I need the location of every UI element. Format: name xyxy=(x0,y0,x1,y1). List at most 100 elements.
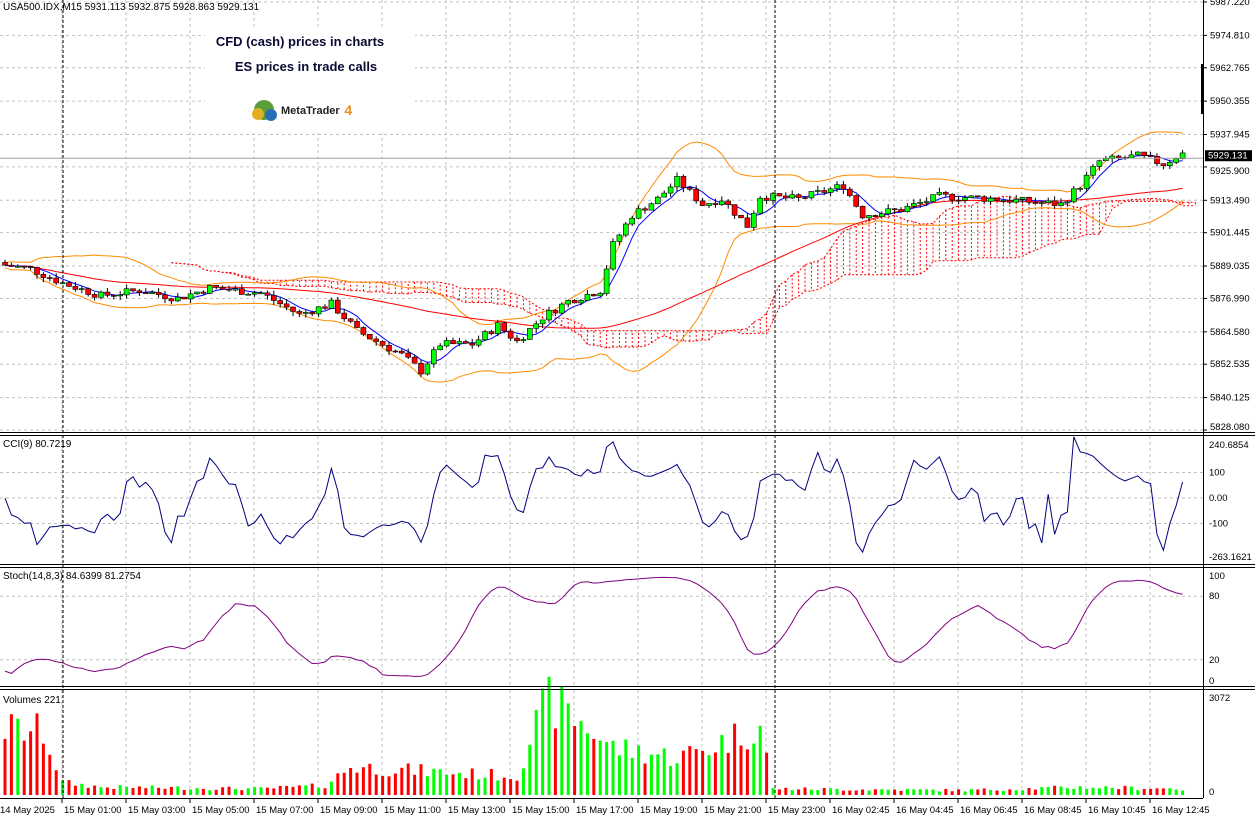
candle-bear xyxy=(162,294,168,300)
time-tick-label: 14 May 2025 xyxy=(0,805,55,816)
candle-bull xyxy=(232,288,239,291)
candle-bear xyxy=(514,337,520,342)
candle-bull xyxy=(1083,174,1090,189)
annotation-es: ES prices in trade calls xyxy=(235,59,377,74)
logo-text: MetaTrader xyxy=(281,105,340,117)
price-axis[interactable]: 5987.220 5974.810 5962.765 5950.355 5937.945… xyxy=(1201,0,1250,433)
candle-bear xyxy=(290,306,296,312)
candle-bull xyxy=(1077,188,1083,190)
scroll-handle[interactable] xyxy=(1201,64,1204,114)
candle-bear xyxy=(731,204,738,216)
candle-bull xyxy=(667,186,674,194)
candle-bear xyxy=(379,341,386,346)
price-tick-label: 5937.945 xyxy=(1210,130,1250,141)
candle-bear xyxy=(642,208,648,211)
candle-bull xyxy=(315,306,322,315)
grid xyxy=(0,0,1203,798)
candle-bull xyxy=(962,197,968,201)
candle-bull xyxy=(1019,196,1026,200)
candle-bull xyxy=(635,208,642,219)
candle-bear xyxy=(680,176,687,189)
time-axis[interactable]: 14 May 2025 15 May 01:00 15 May 03:00 15 Ma… xyxy=(0,798,1210,816)
candle-bull xyxy=(456,341,463,344)
candle-bull xyxy=(79,288,85,290)
candle-bull xyxy=(15,265,21,268)
current-price-label: 5929.131 xyxy=(1208,151,1248,162)
time-tick-label: 15 May 03:00 xyxy=(128,805,186,816)
candle-bear xyxy=(1160,163,1167,167)
candle-bear xyxy=(239,288,245,295)
time-tick-label: 15 May 05:00 xyxy=(192,805,250,816)
candle-bear xyxy=(91,294,98,298)
candle-bull xyxy=(584,294,591,301)
price-tick-label: 5987.220 xyxy=(1210,0,1250,8)
candle-bear xyxy=(776,193,783,197)
candle-bear xyxy=(1115,155,1122,158)
candle-bull xyxy=(526,328,533,340)
candle-bull xyxy=(578,300,584,304)
senkou-span-a xyxy=(171,195,1196,349)
time-tick-label: 15 May 15:00 xyxy=(512,805,570,816)
candle-bear xyxy=(1051,200,1058,206)
candle-bear xyxy=(200,291,207,294)
candle-bull xyxy=(1128,154,1135,159)
stoch-axis-label: 20 xyxy=(1209,655,1220,666)
candle-bear xyxy=(405,352,412,358)
candle-bull xyxy=(187,293,194,300)
candle-bull xyxy=(808,191,815,199)
time-tick-label: 16 May 08:45 xyxy=(1024,805,1082,816)
cci-axis-label: 0.00 xyxy=(1209,493,1228,504)
candle-bear xyxy=(226,288,232,291)
candle-bear xyxy=(46,277,53,279)
candle-bull xyxy=(443,340,450,347)
candle-bear xyxy=(571,300,578,304)
candle-bear xyxy=(859,206,866,219)
candle-bear xyxy=(53,277,60,284)
price-tick-label: 5876.990 xyxy=(1210,293,1250,304)
candle-bear xyxy=(143,292,149,294)
candle-bear xyxy=(354,321,360,328)
candle-bear xyxy=(744,217,751,228)
time-tick-label: 15 May 11:00 xyxy=(384,805,441,816)
candle-bull xyxy=(251,292,258,295)
stoch-axis-label: 0 xyxy=(1209,676,1214,687)
candle-bear xyxy=(942,192,949,195)
price-tick-label: 5828.080 xyxy=(1210,422,1250,433)
candle-bear xyxy=(418,362,424,375)
candle-bull xyxy=(885,208,892,215)
cci-axis-label: 100 xyxy=(1209,468,1225,479)
candle-bull xyxy=(117,294,123,297)
candle-bear xyxy=(955,199,962,202)
price-tick-label: 5950.355 xyxy=(1210,96,1250,107)
candle-bear xyxy=(136,290,143,293)
candle-bull xyxy=(1064,201,1071,204)
volumes-axis-label: 0 xyxy=(1209,787,1214,798)
candle-bull xyxy=(565,300,572,305)
bollinger-upper xyxy=(4,131,1183,326)
candle-bull xyxy=(987,197,994,202)
bollinger-lower xyxy=(4,200,1183,383)
candle-bear xyxy=(712,203,719,206)
candle-bear xyxy=(725,200,732,205)
candle-bear xyxy=(552,310,559,314)
candle-bear xyxy=(1141,151,1147,156)
candle-bull xyxy=(1000,199,1007,202)
candle-bear xyxy=(949,193,956,201)
current-price-tag: 5929.131 xyxy=(0,150,1252,162)
cci-axis-label: 240.6854 xyxy=(1209,440,1249,451)
candle-bull xyxy=(1090,166,1096,176)
candle-bull xyxy=(757,197,764,214)
candle-bear xyxy=(821,190,828,193)
candle-bull xyxy=(923,201,930,203)
candle-bear xyxy=(981,196,988,202)
candle-bull xyxy=(930,194,936,202)
candle-bear xyxy=(66,282,72,287)
price-tick-label: 5925.900 xyxy=(1210,166,1250,177)
candle-bear xyxy=(398,350,405,354)
candle-bear xyxy=(277,300,284,305)
candle-bull xyxy=(1179,152,1186,160)
time-tick-label: 16 May 02:45 xyxy=(832,805,890,816)
time-tick-label: 15 May 21:00 xyxy=(704,805,762,816)
candle-bull xyxy=(1167,162,1173,167)
